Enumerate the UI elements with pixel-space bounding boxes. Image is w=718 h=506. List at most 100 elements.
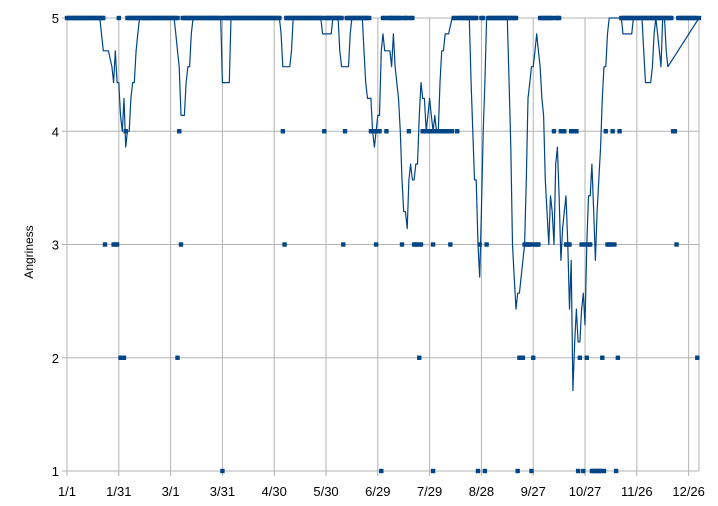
data-point [282,242,287,247]
data-point [384,129,389,134]
trend-line-path [67,17,700,392]
data-point [322,129,327,134]
data-point [477,242,482,247]
data-point [372,129,377,134]
data-point [123,129,128,134]
data-points [64,15,702,474]
y-tick-label: 2 [52,351,59,366]
data-point [588,242,593,247]
data-point [342,129,348,134]
data-point [320,15,325,21]
data-point [550,15,555,21]
x-tick-label: 6/29 [365,484,390,499]
trend-line [67,17,700,392]
data-point [612,242,617,247]
x-tick-label: 5/30 [313,484,338,499]
x-tick-label: 4/30 [262,484,287,499]
data-point [693,15,698,21]
data-point [520,355,526,360]
data-point [410,15,415,21]
data-point [529,468,534,474]
data-point [418,242,424,247]
data-point [574,129,579,134]
data-point [531,355,536,360]
x-tick-label: 12/26 [672,484,705,499]
data-point [695,355,700,360]
data-point [399,242,405,247]
x-tick-label: 9/27 [521,484,546,499]
data-point [448,242,453,247]
y-tick-label: 1 [52,464,59,479]
data-point [455,129,460,134]
data-point [598,468,603,474]
data-point [474,15,479,21]
x-tick-label: 8/28 [469,484,494,499]
data-point [608,242,614,247]
data-point [102,242,108,247]
data-point [415,242,420,247]
data-point [617,129,622,134]
data-point [178,242,184,247]
data-point [449,129,455,134]
y-tick-label: 5 [52,11,59,26]
data-point [339,15,344,21]
data-point [379,468,384,474]
data-point [600,355,605,360]
data-point [610,129,615,134]
data-point [220,468,225,474]
data-point [601,468,607,474]
data-point [373,242,379,247]
x-tick-label: 1/1 [58,484,76,499]
data-point [515,468,520,474]
data-point [114,242,120,247]
data-point [615,355,621,360]
data-point [536,242,541,247]
grid [62,17,700,476]
data-point [175,355,180,360]
data-point [551,129,557,134]
data-point [121,355,127,360]
data-point [669,15,674,21]
data-point [453,15,458,21]
data-point [696,15,702,21]
data-point [429,129,434,134]
data-point [430,468,436,474]
data-point [277,15,282,21]
data-point [556,15,562,21]
data-point [446,129,451,134]
x-tick-label: 3/31 [210,484,235,499]
data-point [480,15,486,21]
data-point [406,129,412,134]
data-point [577,355,583,360]
x-axis-ticks: 1/1 1/31 3/1 3/31 4/30 5/30 6/29 7/29 8/28 9/27 10… [58,484,705,499]
data-point [175,15,180,21]
data-point [377,129,382,134]
data-point [177,129,182,134]
data-point [482,468,488,474]
data-point [280,129,286,134]
y-axis-label: Angriness [22,225,36,278]
y-tick-label: 3 [52,238,59,253]
data-point [475,468,481,474]
data-point [579,242,584,247]
x-tick-label: 11/26 [621,484,653,499]
x-tick-label: 10/27 [569,484,602,499]
data-point [613,468,619,474]
data-point [581,468,586,474]
data-point [218,15,223,21]
data-point [366,15,372,21]
data-point [584,355,589,360]
y-tick-label: 4 [52,124,59,139]
data-point [417,355,422,360]
data-point [529,242,534,247]
y-axis-ticks: 1 2 3 4 5 [52,11,59,479]
data-point [513,15,519,21]
data-point [575,468,581,474]
x-tick-label: 1/31 [106,484,131,499]
data-point [484,242,489,247]
data-point [582,242,588,247]
data-point [674,242,679,247]
data-point [101,15,106,21]
data-point [382,15,387,21]
